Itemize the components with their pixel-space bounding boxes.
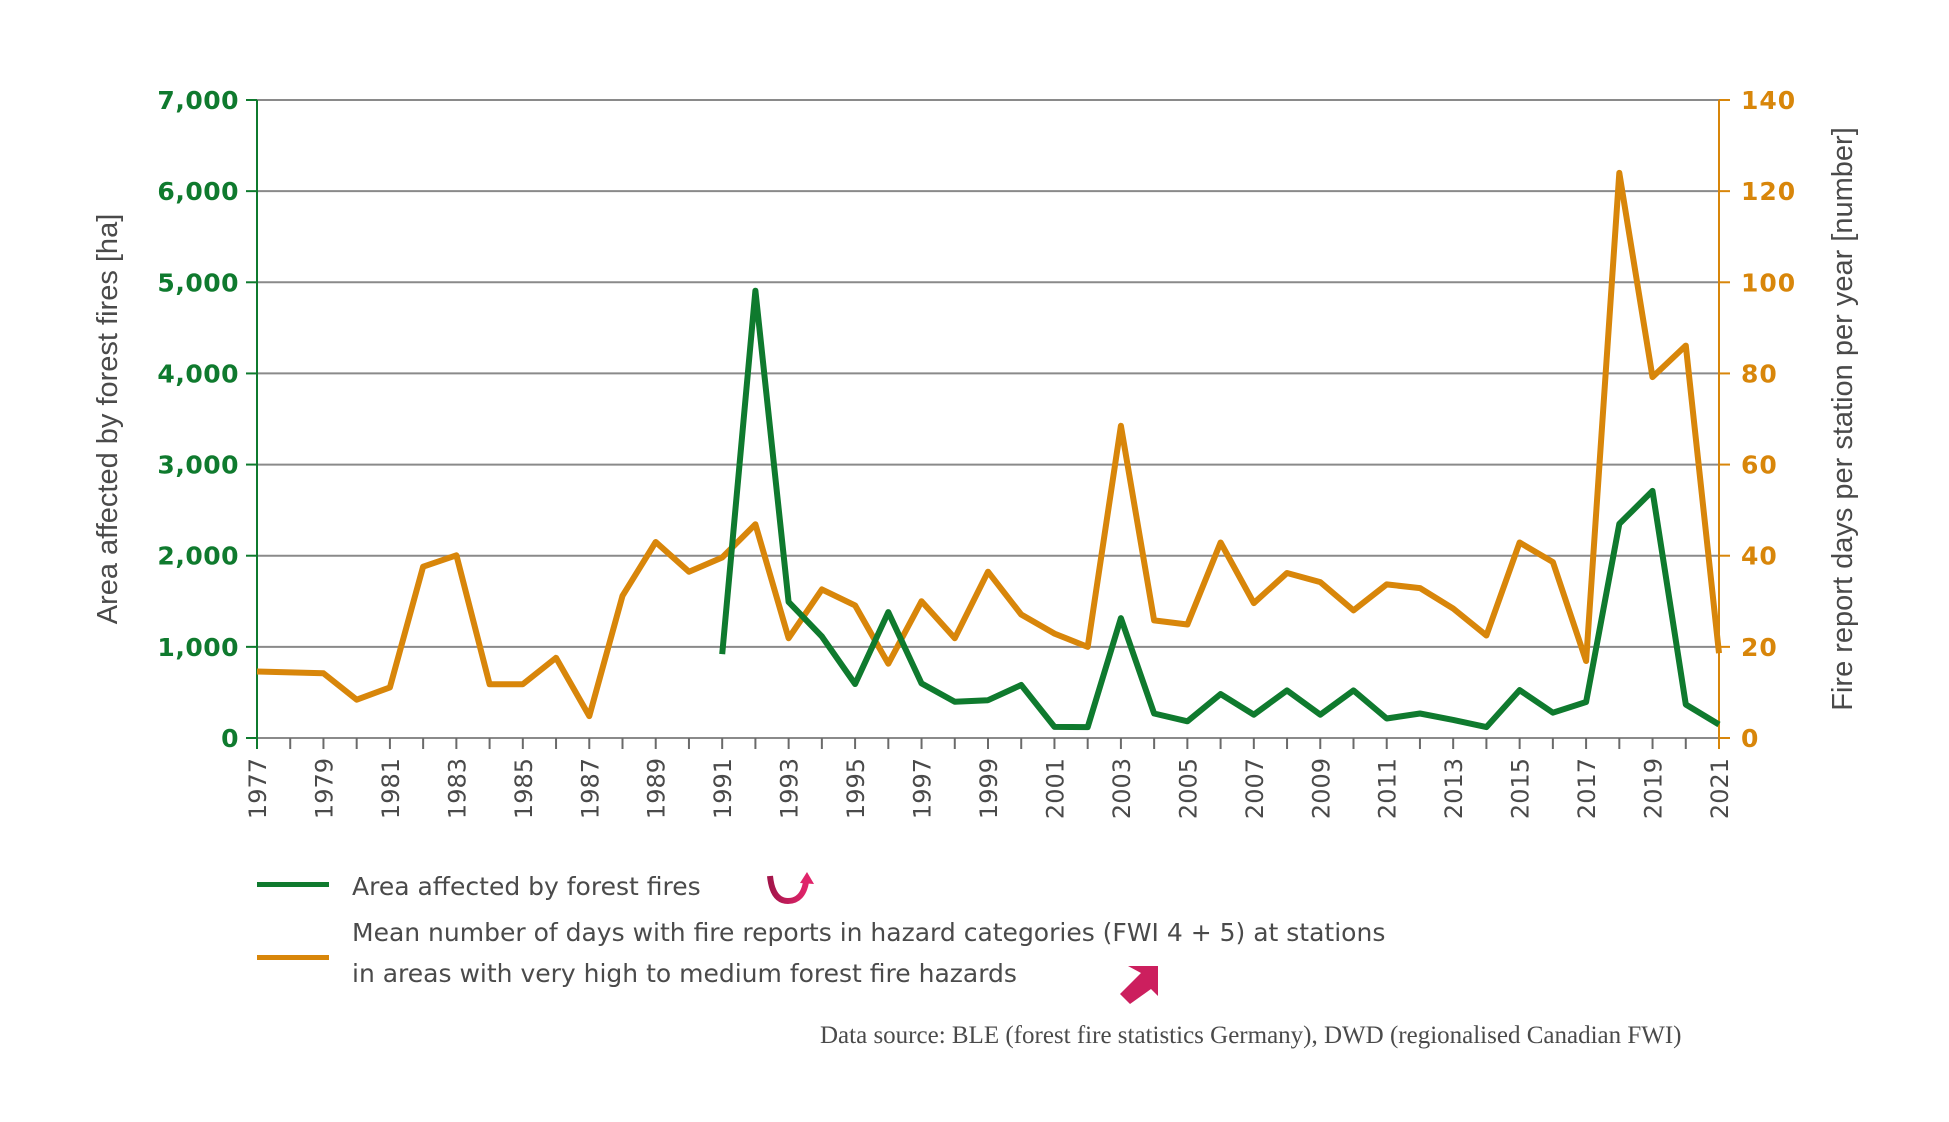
legend-label-days-line1: Mean number of days with fire reports in… (352, 918, 1386, 947)
x-tick-label: 1997 (909, 758, 937, 819)
x-tick-label: 2003 (1108, 758, 1136, 819)
x-tick-label: 2001 (1041, 758, 1069, 819)
legend-swatch-days (257, 955, 329, 960)
y-tick-label-right: 80 (1741, 359, 1778, 388)
x-tick-label: 1977 (244, 758, 272, 819)
y-axis-left-title: Area affected by forest fires [ha] (92, 214, 124, 625)
legend-label-area: Area affected by forest fires (352, 872, 701, 901)
x-tick-label: 1989 (643, 758, 671, 819)
gridlines (257, 99, 1719, 648)
x-tick-label: 2007 (1241, 758, 1269, 819)
x-tick-label: 2013 (1440, 758, 1468, 819)
u-turn-arrow-icon (767, 872, 814, 904)
diagonal-up-arrow-icon (1120, 966, 1158, 1004)
axes (246, 99, 1730, 749)
y-tick-label-left: 6,000 (157, 177, 239, 206)
y-tick-label-left: 7,000 (157, 86, 239, 115)
x-tick-label: 1985 (510, 758, 538, 819)
tick-labels: 0 1,000 2,000 3,000 4,000 5,000 6,000 7,000 0 20 4… (157, 86, 1796, 819)
x-tick-label: 1979 (310, 758, 338, 819)
y-tick-label-right: 20 (1741, 633, 1778, 662)
x-tick-label: 2011 (1374, 758, 1402, 819)
y-tick-label-right: 0 (1741, 724, 1759, 753)
x-tick-label: 1999 (975, 758, 1003, 819)
y-tick-label-right: 120 (1741, 177, 1796, 206)
x-tick-label: 1981 (377, 758, 405, 819)
x-tick-label: 1993 (776, 758, 804, 819)
x-tick-label: 1987 (576, 758, 604, 819)
x-tick-label: 2009 (1307, 758, 1335, 819)
series-group (256, 169, 1722, 731)
y-tick-label-left: 3,000 (157, 451, 239, 480)
y-tick-label-left: 4,000 (157, 359, 239, 388)
y-tick-label-left: 0 (221, 724, 239, 753)
series-line-area-affected (719, 287, 1721, 731)
legend-label-days-line2: in areas with very high to medium forest… (352, 959, 1017, 988)
x-tick-label: 2019 (1640, 758, 1668, 819)
data-source-note: Data source: BLE (forest fire statistics… (820, 1022, 1682, 1049)
x-tick-label: 1983 (443, 758, 471, 819)
legend-swatch-area (257, 882, 329, 887)
y-tick-label-right: 100 (1741, 268, 1796, 297)
x-tick-label: 2015 (1507, 758, 1535, 819)
x-tick-label: 2005 (1174, 758, 1202, 819)
x-tick-label: 1991 (709, 758, 737, 819)
y-tick-label-right: 40 (1741, 542, 1778, 571)
y-tick-label-right: 60 (1741, 451, 1778, 480)
y-tick-label-right: 140 (1741, 86, 1796, 115)
y-tick-label-left: 2,000 (157, 542, 239, 571)
x-tick-label: 2021 (1706, 758, 1734, 819)
x-tick-label: 1995 (842, 758, 870, 819)
y-tick-label-left: 1,000 (157, 633, 239, 662)
y-tick-label-left: 5,000 (157, 268, 239, 297)
x-tick-label: 2017 (1573, 758, 1601, 819)
y-axis-right-title: Fire report days per station per year [n… (1827, 127, 1859, 710)
series-line-fire-report-days (256, 169, 1722, 720)
